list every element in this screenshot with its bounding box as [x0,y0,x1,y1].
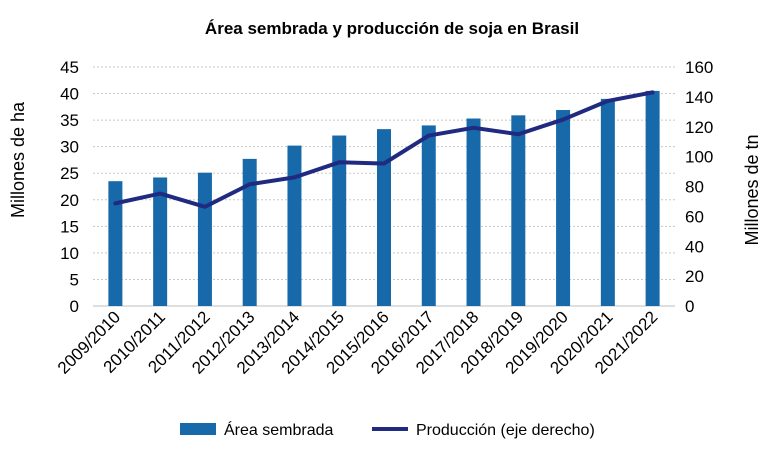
y-tick-label: 25 [60,164,79,183]
y2-tick-label: 80 [685,178,704,197]
bar [421,125,436,306]
legend: Área sembrada Producción (eje derecho) [180,420,595,439]
y-tick-label: 0 [70,297,79,316]
y2-tick-label: 140 [685,88,713,107]
y-tick-label: 10 [60,244,79,263]
legend-label-area: Área sembrada [224,420,333,439]
bar [287,145,302,306]
bar [511,115,526,306]
right-axis-ticks: 0 20 40 60 80 100 120 140 160 [685,58,713,316]
bar [466,118,481,306]
bar [377,129,391,306]
y2-tick-label: 60 [685,207,704,226]
x-axis-ticks: 2009/20102010/20112011/20122012/20132013… [54,307,661,377]
y2-tick-label: 120 [685,118,713,137]
bar [197,172,212,306]
y-tick-label: 5 [70,270,79,289]
y-tick-label: 30 [60,138,79,157]
bar [108,181,123,306]
y2-tick-label: 160 [685,58,713,77]
bar [556,110,571,307]
bar [153,177,168,306]
legend-swatch-area [180,423,216,435]
bar-series-area [108,90,660,307]
bar [332,135,347,306]
chart-title: Área sembrada y producción de soja en Br… [205,19,579,38]
gridlines [93,66,675,307]
y2-tick-label: 100 [685,148,713,167]
y-axis-label: Millones de ha [8,101,28,218]
y-tick-label: 40 [60,85,79,104]
y2-tick-label: 20 [685,267,704,286]
left-axis-ticks: 0 5 10 15 20 25 30 35 40 45 [60,58,79,316]
y-tick-label: 35 [60,111,79,130]
y-tick-label: 15 [60,217,79,236]
y-tick-label: 20 [60,191,79,210]
y2-axis-label: Millones de tn [742,134,762,245]
bar [600,98,615,306]
y2-tick-label: 40 [685,237,704,256]
legend-label-production: Producción (eje derecho) [416,422,595,439]
bar [645,90,660,307]
y-tick-label: 45 [60,58,79,77]
y2-tick-label: 0 [685,297,694,316]
bar [242,158,257,306]
line-series-production [113,90,655,209]
